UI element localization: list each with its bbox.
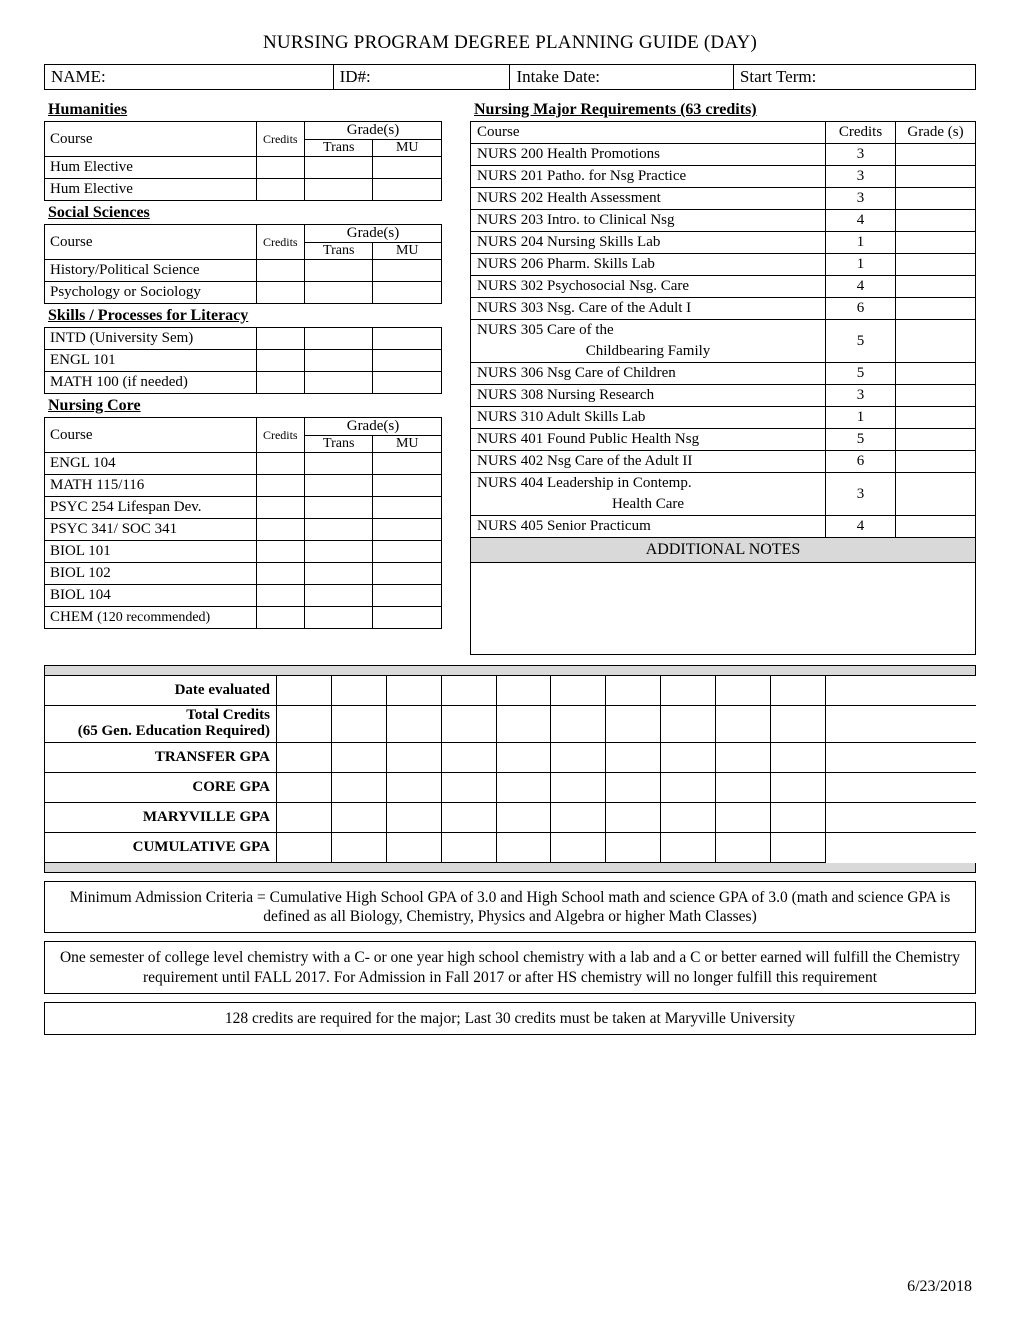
credits-note: 128 credits are required for the major; … [44, 1002, 976, 1035]
col-trans-label: Trans [304, 140, 373, 157]
col-credits-label: Credits [256, 122, 304, 157]
core-table: Course Credits Grade(s) Trans MU ENGL 10… [44, 417, 442, 629]
table-row: PSYC 254 Lifespan Dev. [45, 497, 257, 519]
table-row: Hum Elective [45, 157, 257, 179]
eval-label: TRANSFER GPA [45, 742, 277, 772]
footer-date: 6/23/2018 [907, 1278, 972, 1296]
table-row: MATH 115/116 [45, 475, 257, 497]
table-row: NURS 405 Senior Practicum [471, 516, 826, 538]
table-row: BIOL 101 [45, 541, 257, 563]
admission-note: Minimum Admission Criteria = Cumulative … [44, 881, 976, 934]
col-grades-label: Grade(s) [304, 122, 441, 140]
additional-notes-heading: ADDITIONAL NOTES [471, 538, 976, 563]
table-row: NURS 401 Found Public Health Nsg [471, 429, 826, 451]
id-label: ID#: [340, 67, 371, 86]
core-heading: Nursing Core [44, 394, 442, 417]
social-table: Course Credits Grade(s) Trans MU History… [44, 224, 442, 304]
table-row: BIOL 102 [45, 563, 257, 585]
table-row: NURS 310 Adult Skills Lab [471, 407, 826, 429]
start-term-label: Start Term: [740, 67, 816, 86]
table-row: NURS 303 Nsg. Care of the Adult I [471, 298, 826, 320]
page-title: NURSING PROGRAM DEGREE PLANNING GUIDE (D… [44, 32, 976, 54]
humanities-heading: Humanities [44, 98, 442, 121]
table-row: NURS 200 Health Promotions [471, 144, 826, 166]
name-label: NAME: [51, 67, 106, 86]
eval-label: MARYVILLE GPA [45, 802, 277, 832]
col-credits-label: Credits [256, 418, 304, 453]
table-row: NURS 204 Nursing Skills Lab [471, 232, 826, 254]
table-row: NURS 305 Care of the [471, 320, 826, 342]
eval-label: Total Credits(65 Gen. Education Required… [45, 706, 277, 743]
table-row: NURS 202 Health Assessment [471, 188, 826, 210]
table-row: Childbearing Family [471, 341, 826, 363]
chemistry-note: One semester of college level chemistry … [44, 941, 976, 994]
col-mu-label: MU [373, 436, 442, 453]
col-trans-label: Trans [304, 243, 373, 260]
col-course-label: Course [45, 122, 257, 157]
col-trans-label: Trans [304, 436, 373, 453]
table-row: History/Political Science [45, 260, 257, 282]
intake-label: Intake Date: [516, 67, 600, 86]
table-row: CHEM (120 recommended) [45, 607, 257, 629]
table-row: NURS 306 Nsg Care of Children [471, 363, 826, 385]
table-row: NURS 302 Psychosocial Nsg. Care [471, 276, 826, 298]
table-row: NURS 308 Nursing Research [471, 385, 826, 407]
table-row: INTD (University Sem) [45, 328, 257, 350]
eval-label: CORE GPA [45, 772, 277, 802]
table-row: ENGL 104 [45, 453, 257, 475]
skills-heading: Skills / Processes for Literacy [44, 304, 442, 327]
additional-notes-area [471, 563, 976, 655]
col-grades-label: Grade(s) [304, 225, 441, 243]
col-credits-label: Credits [256, 225, 304, 260]
major-req-table: Course Credits Grade (s) NURS 200 Health… [470, 121, 976, 655]
col-course-label: Course [45, 418, 257, 453]
col-course-label: Course [471, 122, 826, 144]
table-row: NURS 206 Pharm. Skills Lab [471, 254, 826, 276]
table-row: Hum Elective [45, 179, 257, 201]
humanities-table: Course Credits Grade(s) Trans MU Hum Ele… [44, 121, 442, 201]
evaluation-table: Date evaluated Total Credits(65 Gen. Edu… [44, 665, 976, 873]
table-row: Psychology or Sociology [45, 282, 257, 304]
table-row: NURS 203 Intro. to Clinical Nsg [471, 210, 826, 232]
table-row: PSYC 341/ SOC 341 [45, 519, 257, 541]
social-heading: Social Sciences [44, 201, 442, 224]
table-row: NURS 201 Patho. for Nsg Practice [471, 166, 826, 188]
col-mu-label: MU [373, 243, 442, 260]
skills-table: INTD (University Sem) ENGL 101 MATH 100 … [44, 327, 442, 394]
col-mu-label: MU [373, 140, 442, 157]
col-grades-label: Grade(s) [304, 418, 441, 436]
table-row: Health Care [471, 494, 826, 516]
table-row: NURS 402 Nsg Care of the Adult II [471, 451, 826, 473]
table-row: MATH 100 (if needed) [45, 372, 257, 394]
table-row: BIOL 104 [45, 585, 257, 607]
major-req-heading: Nursing Major Requirements (63 credits) [470, 98, 976, 121]
eval-label: Date evaluated [45, 676, 277, 706]
col-grade-s-label: Grade (s) [896, 122, 976, 144]
col-course-label: Course [45, 225, 257, 260]
table-row: ENGL 101 [45, 350, 257, 372]
table-row: NURS 404 Leadership in Contemp. [471, 473, 826, 495]
student-info-row: NAME: ID#: Intake Date: Start Term: [44, 64, 976, 90]
col-credits-label: Credits [826, 122, 896, 144]
eval-label: CUMULATIVE GPA [45, 832, 277, 862]
